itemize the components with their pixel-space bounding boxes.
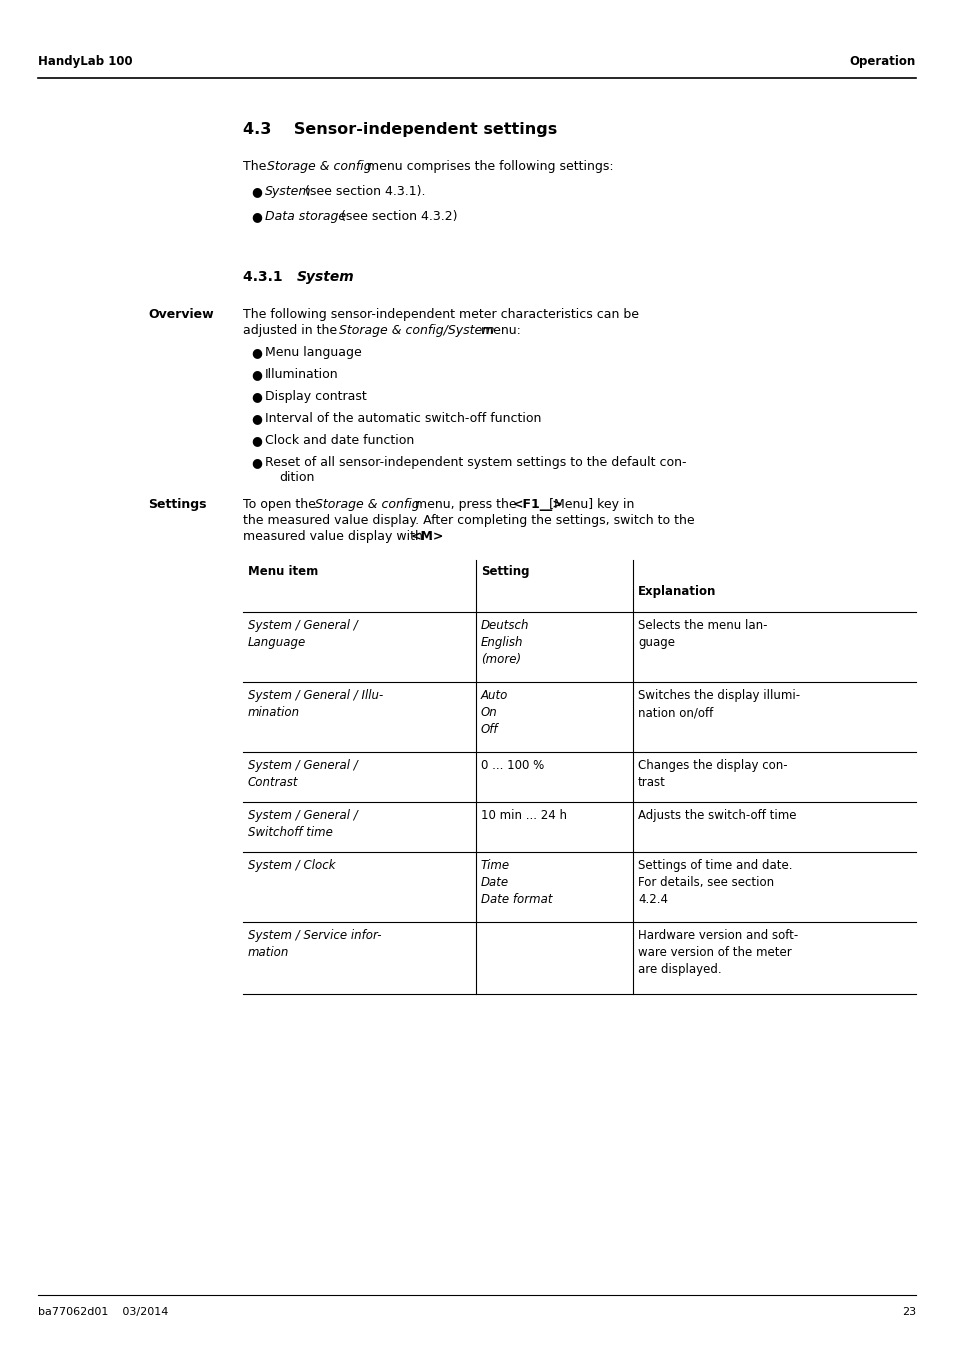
Text: ●: ● <box>251 456 262 468</box>
Text: Overview: Overview <box>148 308 213 321</box>
Text: 10 min ... 24 h: 10 min ... 24 h <box>480 809 566 822</box>
Text: System / General /
Contrast: System / General / Contrast <box>248 759 357 788</box>
Text: Operation: Operation <box>849 55 915 68</box>
Text: Time
Date
Date format: Time Date Date format <box>480 859 552 906</box>
Text: Deutsch
English
(more): Deutsch English (more) <box>480 620 529 666</box>
Text: Switches the display illumi-
nation on/off: Switches the display illumi- nation on/o… <box>638 688 800 720</box>
Text: ●: ● <box>251 390 262 404</box>
Text: dition: dition <box>278 471 314 485</box>
Text: Menu item: Menu item <box>248 566 318 578</box>
Text: menu, press the: menu, press the <box>411 498 520 512</box>
Text: Illumination: Illumination <box>265 369 338 381</box>
Text: 4.3    Sensor-independent settings: 4.3 Sensor-independent settings <box>243 122 557 136</box>
Text: the measured value display. After completing the settings, switch to the: the measured value display. After comple… <box>243 514 694 526</box>
Text: .: . <box>429 531 433 543</box>
Text: ●: ● <box>251 211 262 223</box>
Text: ●: ● <box>251 346 262 359</box>
Text: ●: ● <box>251 433 262 447</box>
Text: ●: ● <box>251 412 262 425</box>
Text: The: The <box>243 161 270 173</box>
Text: Hardware version and soft-
ware version of the meter
are displayed.: Hardware version and soft- ware version … <box>638 929 798 976</box>
Text: Display contrast: Display contrast <box>265 390 366 404</box>
Text: The following sensor-independent meter characteristics can be: The following sensor-independent meter c… <box>243 308 639 321</box>
Text: Menu language: Menu language <box>265 346 361 359</box>
Text: Interval of the automatic switch-off function: Interval of the automatic switch-off fun… <box>265 412 540 425</box>
Text: 0 ... 100 %: 0 ... 100 % <box>480 759 543 772</box>
Text: [Menu] key in: [Menu] key in <box>548 498 634 512</box>
Text: measured value display with: measured value display with <box>243 531 426 543</box>
Text: (see section 4.3.2): (see section 4.3.2) <box>336 211 457 223</box>
Text: ●: ● <box>251 185 262 198</box>
Text: System / General /
Switchoff time: System / General / Switchoff time <box>248 809 357 838</box>
Text: Storage & config: Storage & config <box>314 498 419 512</box>
Text: 4.3.1: 4.3.1 <box>243 270 297 284</box>
Text: HandyLab 100: HandyLab 100 <box>38 55 132 68</box>
Text: Storage & config: Storage & config <box>267 161 372 173</box>
Text: Settings: Settings <box>148 498 206 512</box>
Text: Adjusts the switch-off time: Adjusts the switch-off time <box>638 809 796 822</box>
Text: ba77062d01    03/2014: ba77062d01 03/2014 <box>38 1307 168 1318</box>
Text: Selects the menu lan-
guage: Selects the menu lan- guage <box>638 620 767 649</box>
Text: <F1__>: <F1__> <box>513 498 563 512</box>
Text: Explanation: Explanation <box>638 585 716 598</box>
Text: System / General /
Language: System / General / Language <box>248 620 357 649</box>
Text: Storage & config/System: Storage & config/System <box>338 324 494 338</box>
Text: ●: ● <box>251 369 262 381</box>
Text: 23: 23 <box>901 1307 915 1318</box>
Text: Changes the display con-
trast: Changes the display con- trast <box>638 759 787 788</box>
Text: To open the: To open the <box>243 498 319 512</box>
Text: (see section 4.3.1).: (see section 4.3.1). <box>301 185 425 198</box>
Text: System: System <box>265 185 312 198</box>
Text: Data storage: Data storage <box>265 211 346 223</box>
Text: System: System <box>296 270 354 284</box>
Text: <M>: <M> <box>411 531 444 543</box>
Text: System / Service infor-
mation: System / Service infor- mation <box>248 929 381 958</box>
Text: Setting: Setting <box>480 566 529 578</box>
Text: Clock and date function: Clock and date function <box>265 433 414 447</box>
Text: Auto
On
Off: Auto On Off <box>480 688 508 736</box>
Text: System / General / Illu-
mination: System / General / Illu- mination <box>248 688 383 720</box>
Text: Settings of time and date.
For details, see section
4.2.4: Settings of time and date. For details, … <box>638 859 792 906</box>
Text: Reset of all sensor-independent system settings to the default con-: Reset of all sensor-independent system s… <box>265 456 686 468</box>
Text: System / Clock: System / Clock <box>248 859 335 872</box>
Text: menu comprises the following settings:: menu comprises the following settings: <box>363 161 613 173</box>
Text: menu:: menu: <box>476 324 520 338</box>
Text: adjusted in the: adjusted in the <box>243 324 341 338</box>
